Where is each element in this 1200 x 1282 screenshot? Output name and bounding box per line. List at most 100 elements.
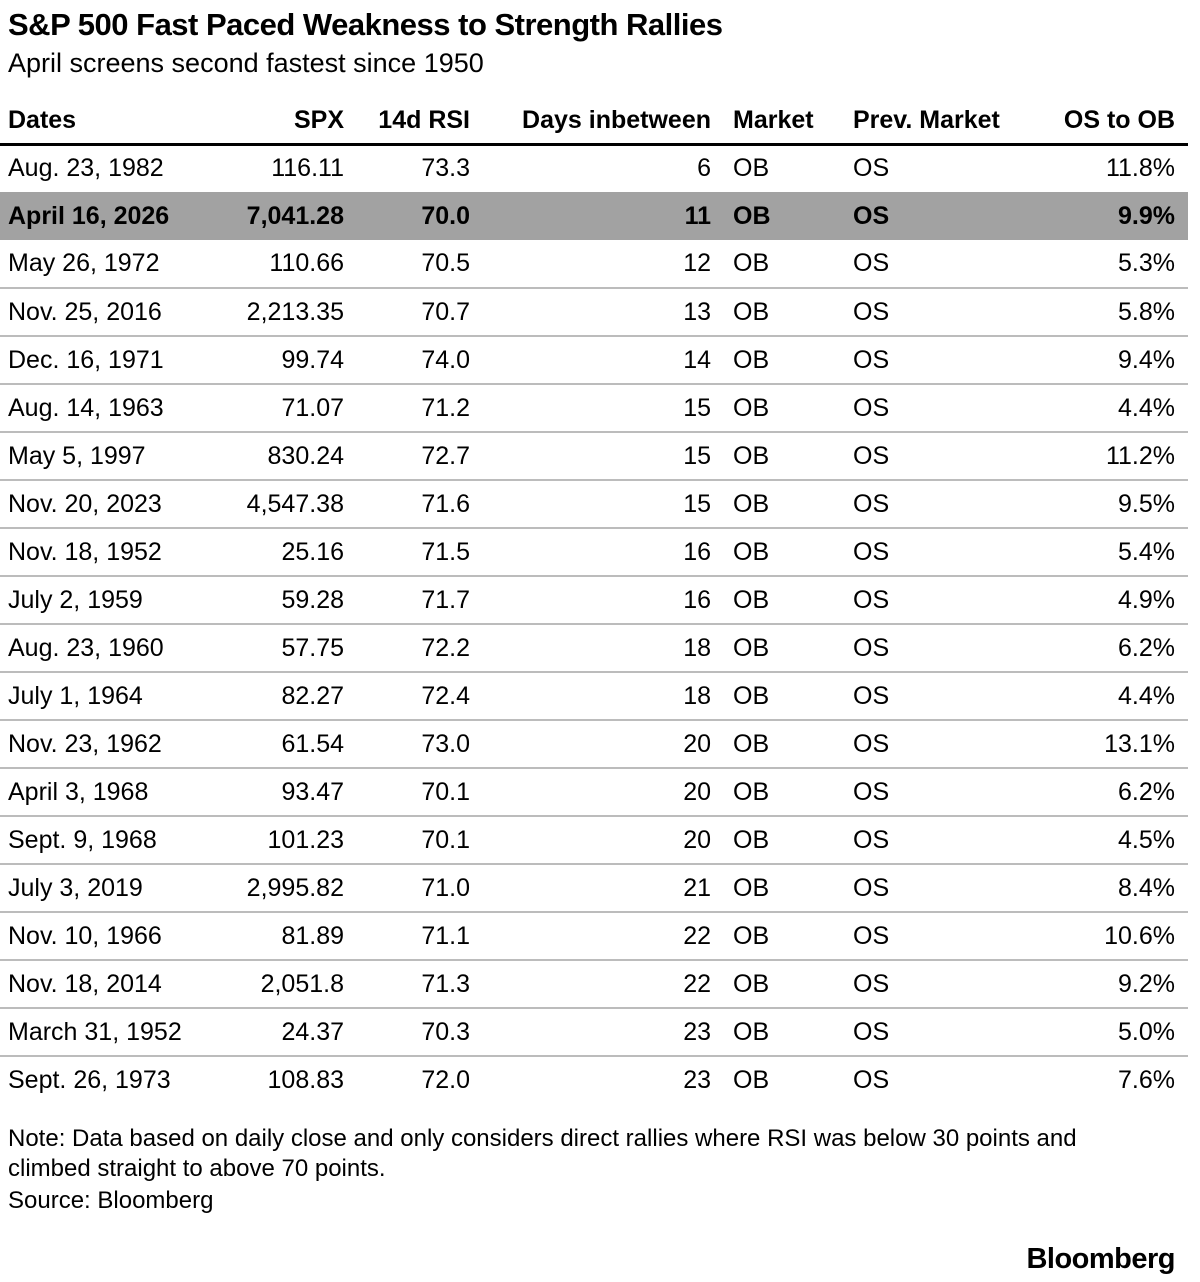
cell-market: OB	[733, 345, 770, 374]
cell-date: July 3, 2019	[8, 873, 143, 902]
cell-market: OB	[733, 969, 770, 998]
cell-spx: 2,051.8	[260, 969, 344, 998]
cell-days-inbetween: 12	[683, 249, 711, 277]
cell-prev-market: OS	[853, 1066, 890, 1094]
column-header-os-to-ob: OS to OB	[1001, 102, 1188, 146]
table-row: April 16, 2026 7,041.28 70.0 11 OB OS 9.…	[0, 192, 1188, 240]
cell-market: OB	[733, 249, 770, 277]
cell-date: Sept. 9, 1968	[8, 825, 157, 854]
cell-prev-market: OS	[853, 921, 890, 950]
cell-days-inbetween: 16	[683, 537, 711, 566]
cell-market: OB	[733, 537, 770, 566]
table-row: July 2, 1959 59.28 71.7 16 OB OS 4.9%	[0, 576, 1188, 624]
page-title: S&P 500 Fast Paced Weakness to Strength …	[8, 7, 723, 42]
cell-date: Nov. 18, 2014	[8, 969, 162, 998]
cell-rsi: 70.1	[421, 777, 470, 806]
cell-days-inbetween: 20	[683, 729, 711, 758]
cell-rsi: 72.4	[421, 681, 470, 710]
column-header-dates: Dates	[0, 102, 200, 146]
cell-spx: 4,547.38	[246, 489, 344, 518]
bloomberg-table-graphic: S&P 500 Fast Paced Weakness to Strength …	[0, 6, 1200, 1275]
cell-os-to-ob: 4.9%	[1118, 585, 1175, 614]
table-row: Nov. 10, 1966 81.89 71.1 22 OB OS 10.6%	[0, 912, 1188, 960]
table-row: Sept. 9, 1968 101.23 70.1 20 OB OS 4.5%	[0, 816, 1188, 864]
table-row: July 1, 1964 82.27 72.4 18 OB OS 4.4%	[0, 672, 1188, 720]
cell-rsi: 71.0	[421, 873, 470, 902]
cell-days-inbetween: 20	[683, 777, 711, 806]
footer: Note: Data based on daily close and only…	[0, 1124, 1200, 1216]
table-row: Nov. 23, 1962 61.54 73.0 20 OB OS 13.1%	[0, 720, 1188, 768]
cell-date: Nov. 23, 1962	[8, 729, 162, 758]
cell-market: OB	[733, 441, 770, 470]
cell-os-to-ob: 10.6%	[1104, 921, 1175, 950]
cell-date: March 31, 1952	[8, 1017, 182, 1046]
cell-date: Aug. 23, 1960	[8, 633, 164, 662]
cell-prev-market: OS	[853, 345, 890, 374]
cell-date: April 3, 1968	[8, 777, 149, 806]
cell-spx: 82.27	[281, 681, 344, 710]
cell-os-to-ob: 6.2%	[1118, 633, 1175, 662]
table-header-row: Dates SPX 14d RSI Days inbetween Market …	[0, 102, 1188, 146]
cell-spx: 7,041.28	[246, 201, 344, 230]
cell-date: April 16, 2026	[8, 201, 170, 230]
cell-rsi: 70.7	[421, 297, 470, 326]
cell-prev-market: OS	[853, 249, 890, 277]
cell-days-inbetween: 14	[683, 345, 711, 374]
table-row: Nov. 18, 2014 2,051.8 71.3 22 OB OS 9.2%	[0, 960, 1188, 1008]
rallies-table: Dates SPX 14d RSI Days inbetween Market …	[0, 102, 1188, 1104]
cell-rsi: 71.1	[421, 921, 470, 950]
cell-rsi: 73.0	[421, 729, 470, 758]
cell-date: Nov. 25, 2016	[8, 297, 162, 326]
cell-prev-market: OS	[853, 297, 890, 326]
table-row: Aug. 23, 1960 57.75 72.2 18 OB OS 6.2%	[0, 624, 1188, 672]
cell-prev-market: OS	[853, 585, 890, 614]
cell-os-to-ob: 9.4%	[1118, 345, 1175, 374]
cell-spx: 81.89	[281, 921, 344, 950]
cell-date: July 1, 1964	[8, 681, 143, 710]
cell-date: Aug. 23, 1982	[8, 154, 164, 183]
cell-days-inbetween: 16	[683, 585, 711, 614]
cell-prev-market: OS	[853, 393, 890, 422]
cell-days-inbetween: 18	[683, 633, 711, 662]
cell-rsi: 71.6	[421, 489, 470, 518]
cell-os-to-ob: 11.8%	[1105, 154, 1175, 183]
cell-market: OB	[733, 1066, 770, 1094]
cell-os-to-ob: 6.2%	[1118, 777, 1175, 806]
cell-spx: 24.37	[281, 1017, 344, 1046]
cell-days-inbetween: 21	[683, 873, 711, 902]
table-row: April 3, 1968 93.47 70.1 20 OB OS 6.2%	[0, 768, 1188, 816]
cell-rsi: 70.0	[421, 201, 470, 230]
cell-market: OB	[733, 681, 770, 710]
cell-rsi: 72.0	[421, 1066, 470, 1094]
cell-market: OB	[733, 585, 770, 614]
cell-spx: 59.28	[281, 585, 344, 614]
cell-spx: 93.47	[281, 777, 344, 806]
cell-days-inbetween: 15	[683, 441, 711, 470]
cell-market: OB	[733, 873, 770, 902]
cell-rsi: 72.7	[421, 441, 470, 470]
cell-days-inbetween: 23	[683, 1017, 711, 1046]
cell-market: OB	[733, 201, 771, 230]
cell-date: July 2, 1959	[8, 585, 143, 614]
cell-os-to-ob: 13.1%	[1104, 729, 1175, 758]
cell-date: Nov. 18, 1952	[8, 537, 162, 566]
cell-rsi: 71.7	[421, 585, 470, 614]
cell-market: OB	[733, 489, 770, 518]
table-row: May 5, 1997 830.24 72.7 15 OB OS 11.2%	[0, 432, 1188, 480]
cell-prev-market: OS	[853, 825, 890, 854]
cell-market: OB	[733, 729, 770, 758]
cell-os-to-ob: 5.4%	[1118, 537, 1175, 566]
cell-spx: 116.11	[271, 154, 344, 183]
header: S&P 500 Fast Paced Weakness to Strength …	[0, 6, 1200, 80]
cell-days-inbetween: 23	[683, 1066, 711, 1094]
table-row: Nov. 20, 2023 4,547.38 71.6 15 OB OS 9.5…	[0, 480, 1188, 528]
table-row: July 3, 2019 2,995.82 71.0 21 OB OS 8.4%	[0, 864, 1188, 912]
cell-market: OB	[733, 393, 770, 422]
cell-days-inbetween: 22	[683, 969, 711, 998]
cell-spx: 25.16	[281, 537, 344, 566]
cell-prev-market: OS	[853, 537, 890, 566]
page-subtitle: April screens second fastest since 1950	[8, 48, 484, 78]
cell-rsi: 72.2	[421, 633, 470, 662]
cell-date: Nov. 10, 1966	[8, 921, 162, 950]
cell-os-to-ob: 4.4%	[1118, 681, 1175, 710]
